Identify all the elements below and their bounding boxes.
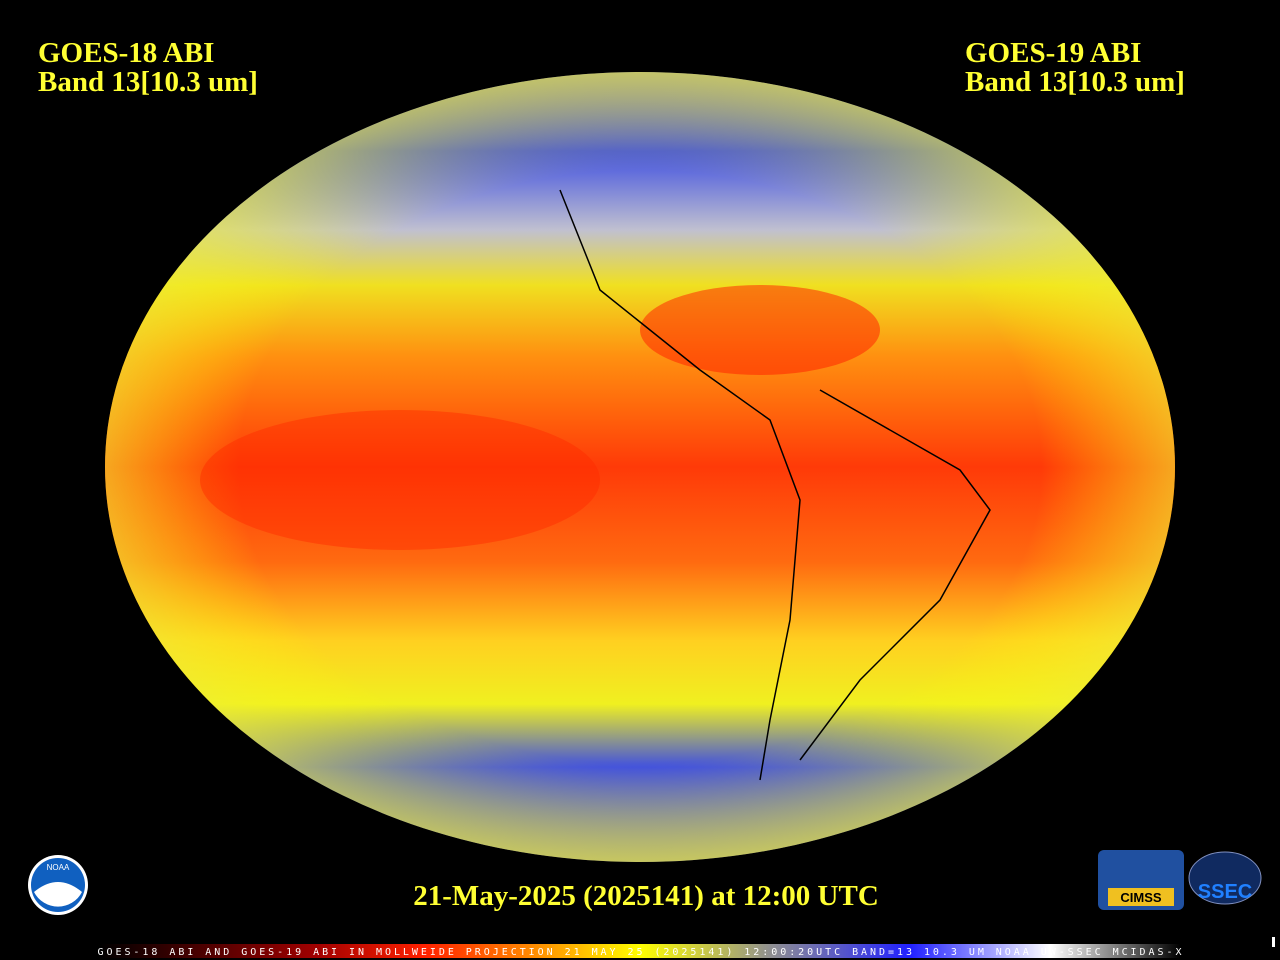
cursor-mark <box>1272 937 1275 947</box>
ssec-logo: SSEC <box>1188 851 1262 905</box>
timestamp: 21-May-2025 (2025141) at 12:00 UTC <box>413 880 879 912</box>
warm-region <box>640 285 880 375</box>
logo-label: NOAA <box>47 863 70 872</box>
footer-caption: GOES-18 ABI AND GOES-19 ABI IN MOLLWEIDE… <box>97 947 1182 958</box>
logo-label: CIMSS <box>1120 890 1162 905</box>
logo-band <box>1108 888 1174 906</box>
noaa-logo: NOAA <box>28 855 88 915</box>
color-bar <box>100 944 1180 958</box>
logo-disc <box>1188 851 1262 905</box>
left-subtitle: Band 13[10.3 um] <box>38 66 258 98</box>
left-title: GOES-18 ABI <box>38 37 214 69</box>
cimss-logo: CIMSS <box>1098 850 1184 910</box>
coastline <box>799 389 991 761</box>
globe-rim <box>105 72 1175 862</box>
warm-region <box>200 410 600 550</box>
logo-label: SSEC <box>1198 881 1252 903</box>
right-title: GOES-19 ABI <box>965 37 1141 69</box>
right-subtitle: Band 13[10.3 um] <box>965 66 1185 98</box>
logo-bird <box>34 882 82 907</box>
coastline <box>559 189 801 781</box>
